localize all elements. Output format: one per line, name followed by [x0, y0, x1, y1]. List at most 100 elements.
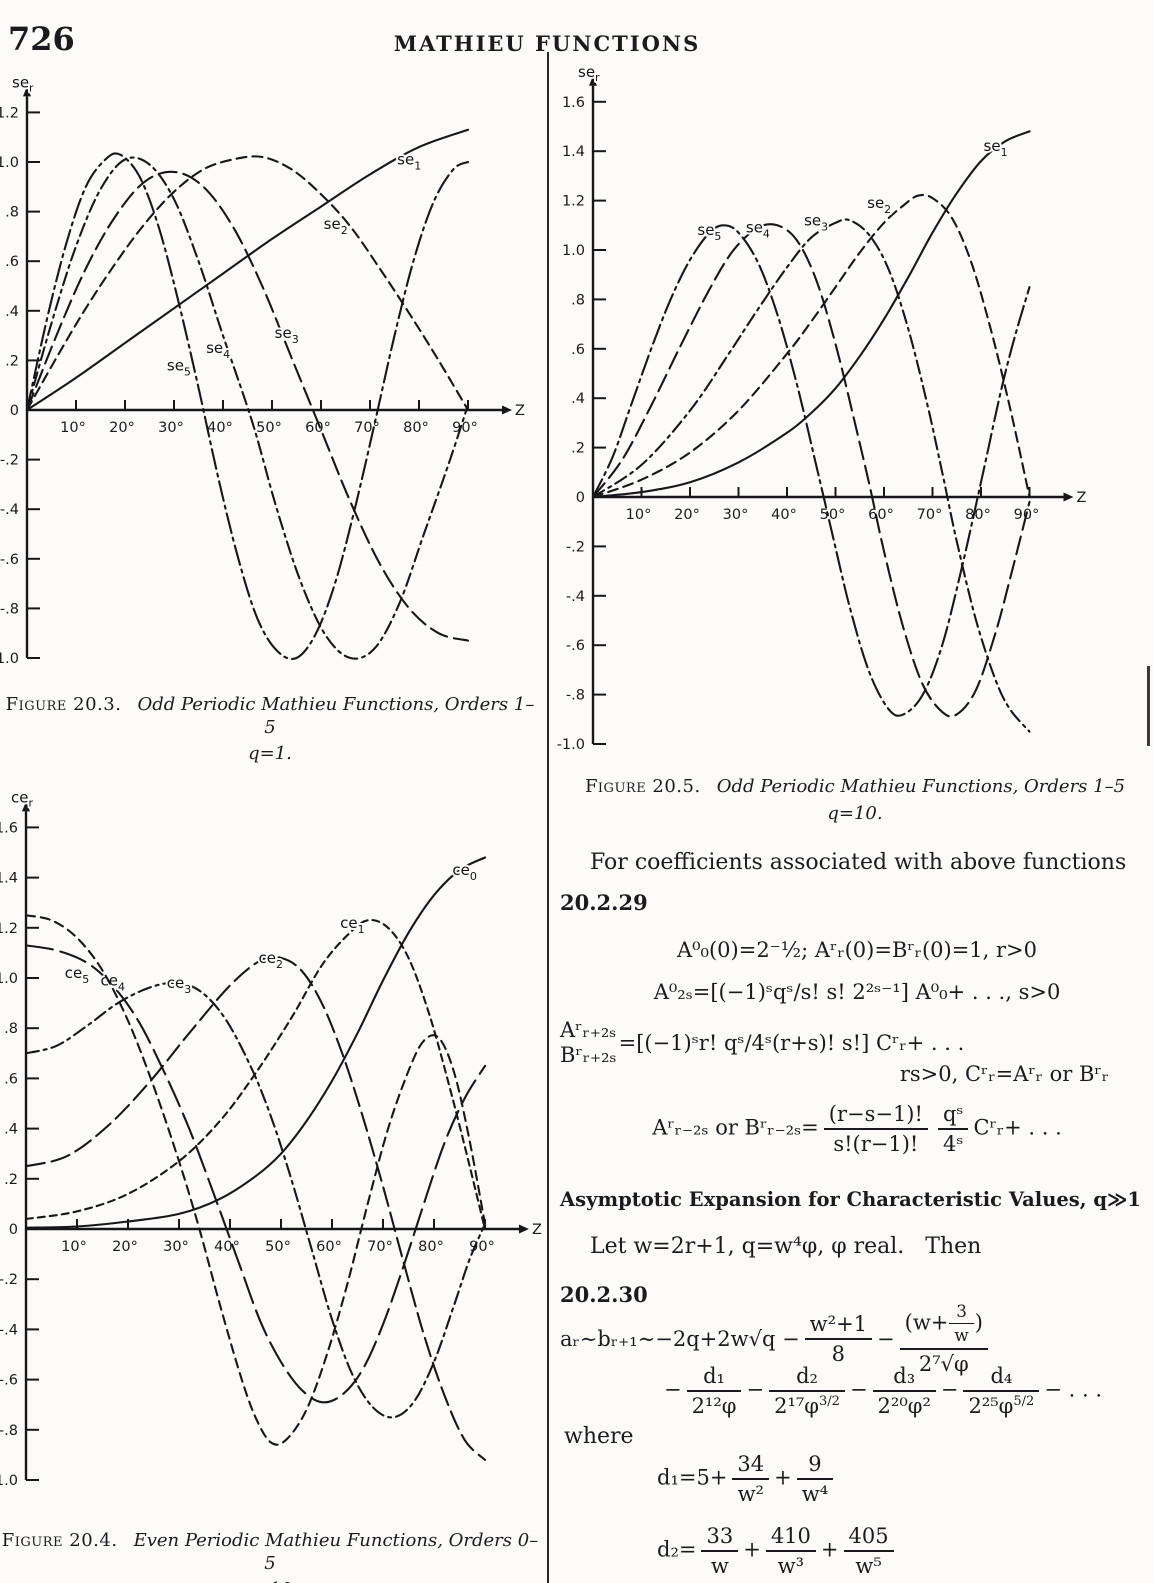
section-number-20-2-29: 20.2.29: [560, 890, 648, 915]
denominator: 2²⁵φ5/2: [963, 1392, 1039, 1418]
svg-text:70°: 70°: [367, 1239, 393, 1255]
svg-text:1.2: 1.2: [0, 105, 19, 121]
svg-text:se4: se4: [206, 339, 230, 361]
equation-rhs: =[(−1)ˢr! qˢ/4ˢ(r+s)! s!] Cʳᵣ+ . . .: [618, 1031, 965, 1056]
stack-bottom: Bʳᵣ₊₂ₛ: [560, 1043, 617, 1068]
caption-sub: q=10.: [0, 1579, 540, 1583]
numerator: 34: [732, 1452, 770, 1481]
plus-sign: +: [820, 1537, 839, 1562]
numerator: 33: [701, 1524, 739, 1553]
numerator: d₄: [963, 1364, 1040, 1393]
svg-text:-.6: -.6: [0, 552, 19, 568]
math-term: aᵣ∼bᵣ₊₁∼−2q+2w√q −: [560, 1326, 800, 1351]
svg-text:90°: 90°: [452, 420, 478, 436]
equation-asymptotic-main: aᵣ∼bᵣ₊₁∼−2q+2w√q − w²+1 8− (w+ 3 w) 2⁷√φ: [560, 1301, 1154, 1376]
svg-text:.4: .4: [4, 1122, 18, 1138]
svg-text:.2: .2: [4, 1172, 18, 1188]
coefficients-intro: For coefficients associated with above f…: [590, 850, 1127, 875]
svg-text:1.0: 1.0: [0, 155, 19, 171]
caption-line: Figure 20.3. Odd Periodic Mathieu Functio…: [0, 694, 540, 739]
svg-text:ce3: ce3: [167, 974, 191, 996]
section-number-20-2-30: 20.2.30: [560, 1282, 648, 1307]
svg-text:ce0: ce0: [452, 861, 476, 883]
stack-top: Aʳᵣ₊₂ₛ: [560, 1018, 617, 1042]
minus-sign: −: [940, 1377, 959, 1402]
math-term: ): [974, 1310, 983, 1335]
caption-label: Figure 20.5.: [584, 776, 701, 797]
denominator: 8: [831, 1341, 846, 1366]
svg-text:10°: 10°: [61, 1239, 87, 1255]
svg-text:cer: cer: [11, 788, 33, 809]
fraction: 33 w: [701, 1524, 739, 1579]
math-term: 2²⁵φ: [968, 1394, 1014, 1419]
svg-text:-.8: -.8: [566, 688, 585, 704]
fraction: 405 w⁵: [843, 1524, 894, 1578]
svg-text:1.6: 1.6: [562, 95, 585, 111]
svg-text:1.4: 1.4: [562, 144, 585, 160]
svg-text:0: 0: [9, 1222, 18, 1238]
svg-text:-.4: -.4: [0, 502, 19, 518]
minus-sign: −: [849, 1377, 868, 1402]
fraction: d₁ 2¹²φ: [686, 1364, 742, 1418]
math-term: − . . .: [1044, 1377, 1102, 1402]
denominator: w⁴: [801, 1482, 829, 1507]
denominator: w: [710, 1554, 729, 1579]
denominator: w²: [737, 1482, 764, 1507]
svg-text:60°: 60°: [305, 420, 331, 436]
denominator: 2²⁰φ²: [877, 1394, 931, 1419]
denominator: 2¹⁷φ3/2: [769, 1392, 845, 1418]
where-label: where: [564, 1424, 634, 1449]
figure-20-3-caption: Figure 20.3. Odd Periodic Mathieu Functio…: [0, 694, 540, 766]
svg-text:-.8: -.8: [0, 1423, 18, 1439]
caption-line: Figure 20.4. Even Periodic Mathieu Functi…: [0, 1530, 540, 1575]
svg-text:80°: 80°: [403, 420, 429, 436]
fraction: 410 w³: [765, 1524, 816, 1578]
numerator: w²+1: [804, 1312, 873, 1340]
numerator: 9: [796, 1452, 834, 1481]
svg-text:-.6: -.6: [566, 638, 585, 654]
equation-d2: d₂= 33 w +410 w³ +405 w⁵: [560, 1524, 1154, 1578]
fraction: 34 w²: [732, 1452, 770, 1507]
fraction: d₃ 2²⁰φ²: [872, 1364, 936, 1419]
caption-title: Odd Periodic Mathieu Functions, Orders 1…: [716, 776, 1126, 797]
column-divider: [547, 52, 549, 1583]
svg-text:se1: se1: [984, 137, 1008, 159]
svg-text:30°: 30°: [163, 1239, 189, 1255]
svg-text:-1.0: -1.0: [557, 737, 585, 753]
svg-text:20°: 20°: [109, 420, 135, 436]
svg-text:0: 0: [576, 490, 585, 506]
let-line: Let w=2r+1, q=w⁴φ, φ real. Then: [590, 1234, 982, 1259]
svg-text:Z: Z: [1077, 490, 1087, 506]
svg-text:.6: .6: [5, 254, 19, 270]
svg-text:ser: ser: [12, 73, 34, 94]
figure-20-5-caption: Figure 20.5. Odd Periodic Mathieu Functio…: [560, 776, 1150, 825]
caption-label: Figure 20.3.: [5, 694, 122, 715]
equation-d1: d₁=5+ 34 w² +9 w⁴: [560, 1452, 1154, 1506]
svg-text:.4: .4: [571, 391, 585, 407]
scan-artifact-mark: [1147, 666, 1150, 746]
svg-text:se1: se1: [397, 150, 421, 172]
numerator: d₃: [872, 1364, 936, 1393]
svg-text:-.8: -.8: [0, 601, 19, 617]
caption-label: Figure 20.4.: [1, 1530, 118, 1551]
svg-text:10°: 10°: [60, 420, 86, 436]
equation-condition: rs>0, Cʳᵣ=Aʳᵣ or Bʳᵣ: [899, 1062, 1109, 1086]
svg-text:30°: 30°: [723, 507, 749, 523]
numerator: d₁: [686, 1364, 742, 1393]
svg-text:ce1: ce1: [340, 914, 364, 936]
svg-text:se3: se3: [804, 211, 828, 233]
caption-sub: q=1.: [248, 743, 292, 764]
svg-text:50°: 50°: [256, 420, 282, 436]
fraction: w²+1 8: [804, 1312, 873, 1366]
running-head: MATHIEU FUNCTIONS: [393, 31, 701, 56]
fraction: (r−s−1)! s!(r−1)!: [823, 1102, 928, 1156]
equation-initial-values: A⁰₀(0)=2⁻½; Aʳᵣ(0)=Bʳᵣ(0)=1, r>0: [676, 938, 1038, 962]
caption-title: Even Periodic Mathieu Functions, Orders …: [133, 1530, 539, 1574]
exponent: 3/2: [818, 1394, 840, 1410]
plus-sign: +: [774, 1465, 792, 1490]
svg-text:20°: 20°: [112, 1239, 138, 1255]
svg-text:-1.0: -1.0: [0, 651, 19, 667]
svg-text:-.2: -.2: [0, 1272, 18, 1288]
denominator: 2⁷√φ: [918, 1351, 969, 1376]
